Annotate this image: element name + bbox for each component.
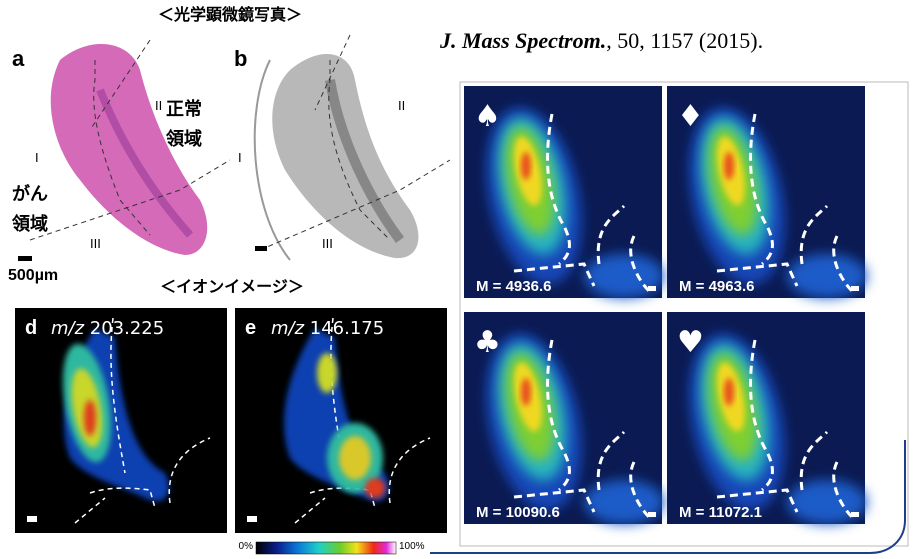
map-panel: ♠ M = 4936.6: [464, 86, 664, 298]
panel-symbol: ♠: [474, 99, 501, 134]
map-panel: ♦ M = 4963.6: [667, 86, 867, 298]
mz-value: 146.175: [310, 318, 384, 339]
panel-symbol: ♥: [677, 325, 704, 360]
panel-e: e m/z 146.175: [235, 308, 447, 533]
mz-label: m/z 146.175: [271, 318, 384, 339]
cancer-label: 領域: [12, 213, 48, 235]
panel-letter: a: [12, 46, 25, 71]
mz-label: m/z 203.225: [51, 318, 164, 339]
colorbar-max: 100%: [399, 541, 425, 552]
map-panel: ♣ M = 10090.6: [464, 312, 664, 524]
heading: ＜イオンイメージ＞: [160, 277, 304, 296]
cancer-label: がん: [12, 183, 48, 205]
figure: J. Mass Spectrom., 50, 1157 (2015). ＜光学顕…: [0, 0, 914, 559]
region-label: II: [398, 98, 405, 113]
colorbar: [256, 542, 396, 554]
panel-letter: b: [234, 46, 247, 71]
mass-label: M = 11072.1: [679, 504, 762, 521]
region-label: II: [155, 98, 162, 113]
citation-details: , 50, 1157 (2015).: [606, 28, 763, 53]
region-label: III: [90, 236, 101, 251]
panel-symbol: ♣: [474, 325, 501, 360]
mz: m/z: [51, 318, 85, 339]
scale-label: 500µm: [8, 267, 58, 284]
mass-label: M = 4963.6: [679, 278, 754, 295]
panel-letter: e: [245, 317, 256, 339]
panel-a: a I II III 正常 領域 がん 領域 500µm: [8, 40, 230, 284]
region-label: III: [322, 236, 333, 251]
panel-b: b I II III: [234, 35, 450, 260]
panel-letter: d: [25, 317, 37, 339]
mz: m/z: [271, 318, 305, 339]
normal-label: 正常: [166, 98, 202, 120]
mass-label: M = 10090.6: [476, 504, 560, 521]
map-panel: ♥ M = 11072.1: [667, 312, 867, 524]
citation: J. Mass Spectrom., 50, 1157 (2015).: [439, 28, 763, 53]
region-label: I: [35, 150, 39, 165]
region-label: I: [238, 150, 242, 165]
panel-symbol: ♦: [677, 99, 704, 134]
mz-value: 203.225: [90, 318, 164, 339]
journal: J. Mass Spectrom.: [439, 28, 606, 53]
heading: ＜光学顕微鏡写真＞: [158, 5, 302, 24]
mass-label: M = 4936.6: [476, 278, 551, 295]
colorbar-min: 0%: [239, 541, 254, 552]
normal-label: 領域: [166, 128, 202, 150]
panel-d: d m/z 203.225: [15, 308, 227, 533]
